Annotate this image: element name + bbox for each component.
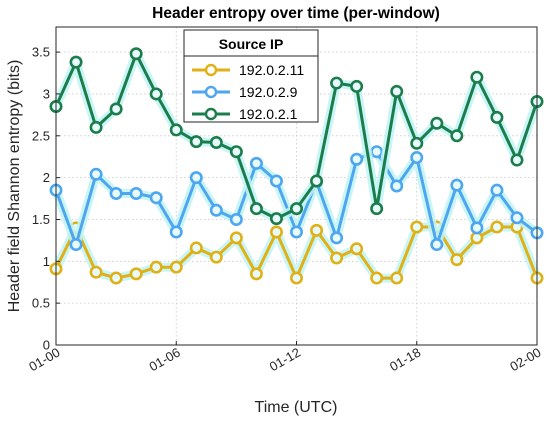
data-point (149, 260, 163, 274)
legend: Source IP 192.0.2.11 192.0.2.9 192.0.2.1 (183, 29, 319, 123)
data-point (289, 202, 303, 216)
data-point (209, 203, 223, 217)
data-point (249, 156, 263, 170)
data-point (209, 135, 223, 149)
data-point (510, 153, 524, 167)
data-point (109, 271, 123, 285)
data-point (149, 87, 163, 101)
y-tick-label: 1.5 (32, 212, 50, 227)
data-point (450, 253, 464, 267)
data-point (229, 212, 243, 226)
data-point (370, 202, 384, 216)
data-point (69, 55, 83, 69)
data-point (430, 116, 444, 130)
data-point (350, 242, 364, 256)
legend-item: 192.0.2.9 (192, 84, 298, 100)
legend-label: 192.0.2.11 (239, 62, 304, 78)
legend-swatch-marker (204, 85, 218, 99)
data-point (330, 76, 344, 90)
data-point (269, 174, 283, 188)
legend-box (183, 29, 319, 123)
data-point (450, 129, 464, 143)
data-point (390, 271, 404, 285)
data-point (350, 79, 364, 93)
data-point (209, 250, 223, 264)
y-axis-title: Header field Shannon entropy (bits) (6, 60, 23, 313)
data-point (470, 70, 484, 84)
data-point (390, 179, 404, 193)
data-point (189, 241, 203, 255)
y-tick-label: 3 (43, 86, 50, 101)
data-point (109, 187, 123, 201)
data-point (169, 123, 183, 137)
legend-label: 192.0.2.9 (239, 84, 298, 100)
data-point (330, 251, 344, 265)
data-point (169, 225, 183, 239)
data-point (169, 260, 183, 274)
data-point (289, 271, 303, 285)
data-point (510, 211, 524, 225)
data-point (490, 183, 504, 197)
y-tick-label: 1 (43, 254, 50, 269)
y-tick-label: 2.5 (32, 128, 50, 143)
legend-items: 192.0.2.11 192.0.2.9 192.0.2.1 (192, 62, 304, 122)
data-point (370, 271, 384, 285)
data-point (370, 145, 384, 159)
data-point (490, 220, 504, 234)
data-point (310, 174, 324, 188)
legend-label: 192.0.2.1 (239, 106, 298, 122)
chart-title: Header entropy over time (per-window) (152, 5, 440, 22)
legend-swatch-marker (204, 63, 218, 77)
data-point (450, 178, 464, 192)
data-point (410, 220, 424, 234)
data-point (189, 171, 203, 185)
data-point (249, 267, 263, 281)
data-point (129, 47, 143, 61)
data-point (410, 136, 424, 150)
data-point (69, 238, 83, 252)
data-point (129, 187, 143, 201)
data-point (410, 151, 424, 165)
y-tick-label: 2 (43, 170, 50, 185)
data-point (330, 231, 344, 245)
series-layer (49, 47, 544, 285)
data-point (229, 145, 243, 159)
legend-title: Source IP (219, 36, 284, 52)
data-point (269, 225, 283, 239)
legend-swatch-marker (204, 107, 218, 121)
data-point (149, 191, 163, 205)
data-point (89, 167, 103, 181)
data-point (430, 238, 444, 252)
legend-item: 192.0.2.1 (192, 106, 298, 122)
data-point (350, 152, 364, 166)
y-tick-label: 0 (43, 338, 50, 353)
data-point (89, 265, 103, 279)
y-tick-label: 3.5 (32, 45, 50, 60)
y-tick-label: 0.5 (32, 296, 50, 311)
data-point (289, 225, 303, 239)
data-point (249, 202, 263, 216)
data-point (490, 110, 504, 124)
data-point (470, 221, 484, 235)
data-point (229, 231, 243, 245)
x-axis-title: Time (UTC) (255, 399, 338, 416)
data-point (189, 135, 203, 149)
data-point (109, 102, 123, 116)
data-point (390, 84, 404, 98)
data-point (269, 212, 283, 226)
legend-item: 192.0.2.11 (192, 62, 304, 78)
data-point (310, 223, 324, 237)
data-point (129, 267, 143, 281)
data-point (89, 120, 103, 134)
